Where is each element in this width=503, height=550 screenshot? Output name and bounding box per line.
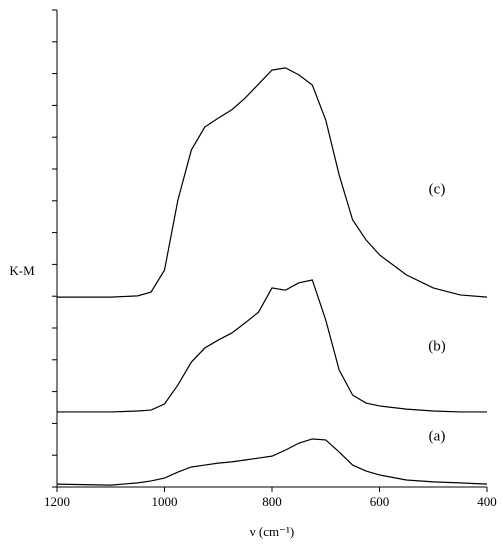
spectrum-line xyxy=(57,279,487,413)
x-tick-label: 1000 xyxy=(152,494,178,509)
series-label: (a) xyxy=(429,429,446,445)
x-tick-label: 800 xyxy=(262,494,282,509)
spectrum-line xyxy=(57,67,488,298)
x-tick-label: 600 xyxy=(370,494,390,509)
y-axis-title: K-M xyxy=(9,263,35,278)
series-label: (c) xyxy=(429,182,446,198)
x-axis-title: ν (cm⁻¹) xyxy=(250,524,294,539)
x-tick-label: 1200 xyxy=(44,494,70,509)
series-label: (b) xyxy=(428,338,446,354)
x-tick-label: 400 xyxy=(477,494,497,509)
spectrum-line xyxy=(56,438,488,486)
